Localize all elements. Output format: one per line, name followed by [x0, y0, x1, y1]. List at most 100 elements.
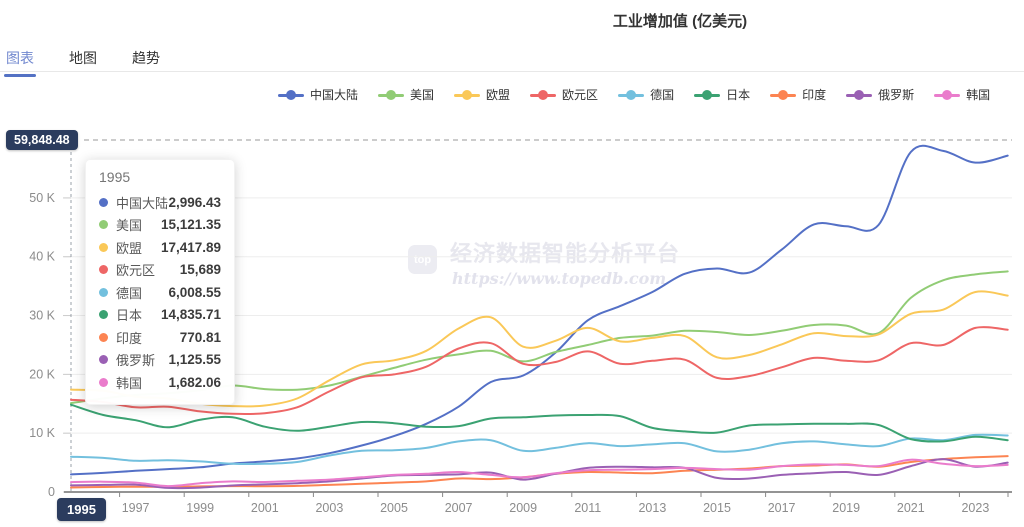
legend-line-dot-icon: [694, 89, 721, 101]
series-line-2[interactable]: [70, 290, 1009, 408]
legend-label: 印度: [802, 88, 827, 102]
series-color-dot: [99, 310, 108, 320]
series-color-dot: [99, 377, 108, 387]
legend-label: 俄罗斯: [878, 88, 915, 102]
series-color-dot: [99, 355, 108, 365]
series-line-5[interactable]: [70, 403, 1009, 443]
tooltip-row: 美国 15,121.35: [99, 214, 221, 237]
tooltip-series-label: 韩国: [116, 375, 143, 391]
tooltip-series-label: 德国: [116, 285, 143, 301]
legend: 中国大陆 美国 欧盟 欧元区 德国 日本 印度 俄罗斯 韩国: [278, 86, 990, 103]
x-axis-label: 2019: [832, 501, 860, 515]
tooltip-row: 欧盟 17,417.89: [99, 236, 221, 259]
watermark-text: 经济数据智能分析平台: [450, 241, 681, 266]
tooltip-series-value: 1,125.55: [168, 352, 221, 368]
y-axis-label: 0: [48, 485, 55, 499]
tooltip-series-label: 欧盟: [116, 240, 143, 256]
legend-label: 美国: [410, 88, 435, 102]
series-color-dot: [99, 197, 108, 207]
tooltip-series-value: 17,417.89: [160, 239, 221, 255]
tab-chart[interactable]: 图表: [4, 44, 36, 77]
legend-line-dot-icon: [934, 89, 961, 101]
tooltip-series-label: 中国大陆: [116, 195, 169, 211]
tooltip-row: 印度 770.81: [99, 326, 221, 349]
tooltip-series-value: 1,682.06: [168, 374, 221, 390]
y-axis-label: 30 K: [29, 309, 55, 323]
tab-trend[interactable]: 趋势: [132, 50, 160, 66]
x-axis-label: 2013: [638, 501, 666, 515]
y-axis-label: 10 K: [29, 426, 55, 440]
legend-label: 欧元区: [562, 88, 599, 102]
legend-line-dot-icon: [378, 89, 405, 101]
legend-item-7[interactable]: 俄罗斯: [846, 86, 914, 103]
y-max-badge: 59,848.48: [6, 130, 78, 150]
y-axis-label: 50 K: [29, 191, 55, 205]
y-axis-label: 20 K: [29, 367, 55, 381]
tooltip-row: 德国 6,008.55: [99, 281, 221, 304]
page-title: 工业增加值 (亿美元): [612, 13, 748, 30]
tooltip-series-label: 印度: [116, 330, 143, 346]
tooltip-series-label: 欧元区: [116, 263, 156, 279]
tooltip-row: 韩国 1,682.06: [99, 371, 221, 394]
legend-item-8[interactable]: 韩国: [934, 86, 990, 103]
series-color-dot: [99, 220, 108, 230]
series-line-3[interactable]: [70, 326, 1009, 416]
tooltip-series-value: 770.81: [179, 329, 221, 345]
tooltip-series-value: 15,121.35: [160, 217, 221, 233]
tab-bar: 图表 地图 趋势: [4, 44, 162, 77]
tooltip-series-value: 15,689: [179, 262, 221, 278]
tooltip-row: 日本 14,835.71: [99, 304, 221, 327]
series-color-dot: [99, 265, 108, 275]
tooltip-series-value: 6,008.55: [168, 284, 221, 300]
legend-item-4[interactable]: 德国: [618, 86, 674, 103]
tooltip-row: 欧元区 15,689: [99, 259, 221, 282]
x-axis-label: 2009: [509, 501, 537, 515]
y-axis-label: 40 K: [29, 250, 55, 264]
x-axis-label: 2017: [768, 501, 796, 515]
tooltip-series-value: 14,835.71: [160, 307, 221, 323]
legend-label: 欧盟: [486, 88, 511, 102]
tooltip-series-label: 美国: [116, 218, 143, 234]
series-color-dot: [99, 242, 108, 252]
tooltip-series-label: 俄罗斯: [116, 353, 156, 369]
series-line-4[interactable]: [70, 433, 1009, 466]
legend-item-2[interactable]: 欧盟: [454, 86, 510, 103]
x-axis-label: 2003: [315, 501, 343, 515]
x-axis-label: 2011: [574, 501, 601, 515]
legend-line-dot-icon: [770, 89, 797, 101]
tab-map[interactable]: 地图: [69, 50, 97, 66]
tab-divider: [0, 71, 1024, 72]
legend-item-5[interactable]: 日本: [694, 86, 750, 103]
tooltip-series-label: 日本: [116, 308, 143, 324]
legend-item-3[interactable]: 欧元区: [530, 86, 598, 103]
tooltip-series-value: 2,996.43: [168, 194, 221, 210]
tooltip: 1995 中国大陆 2,996.43 美国 15,121.35 欧盟 17,417.89 欧…: [85, 159, 235, 405]
legend-label: 韩国: [966, 88, 991, 102]
x-axis-pointer-badge: 1995: [57, 498, 106, 521]
x-axis-label: 2005: [380, 501, 408, 515]
x-axis-label: 2001: [251, 501, 279, 515]
series-line-8[interactable]: [70, 458, 1009, 488]
x-axis-label: 2015: [703, 501, 731, 515]
series-color-dot: [99, 287, 108, 297]
legend-line-dot-icon: [618, 89, 645, 101]
series-color-dot: [99, 332, 108, 342]
legend-item-0[interactable]: 中国大陆: [278, 86, 358, 103]
x-axis-label: 1997: [122, 501, 150, 515]
x-axis-label: 1999: [186, 501, 214, 515]
tooltip-row: 中国大陆 2,996.43: [99, 191, 221, 214]
series-line-7[interactable]: [70, 458, 1009, 490]
watermark: top 经济数据智能分析平台 https://www.topedb.com: [408, 241, 680, 288]
legend-item-1[interactable]: 美国: [378, 86, 434, 103]
watermark-url: https://www.topedb.com: [452, 269, 667, 288]
x-axis-label: 2021: [897, 501, 925, 515]
legend-item-6[interactable]: 印度: [770, 86, 826, 103]
legend-line-dot-icon: [278, 89, 304, 101]
x-axis-label: 2023: [961, 501, 989, 515]
legend-line-dot-icon: [846, 89, 873, 101]
x-axis-label: 2007: [445, 501, 473, 515]
legend-line-dot-icon: [454, 89, 481, 101]
legend-line-dot-icon: [530, 89, 557, 101]
legend-label: 日本: [726, 88, 751, 102]
